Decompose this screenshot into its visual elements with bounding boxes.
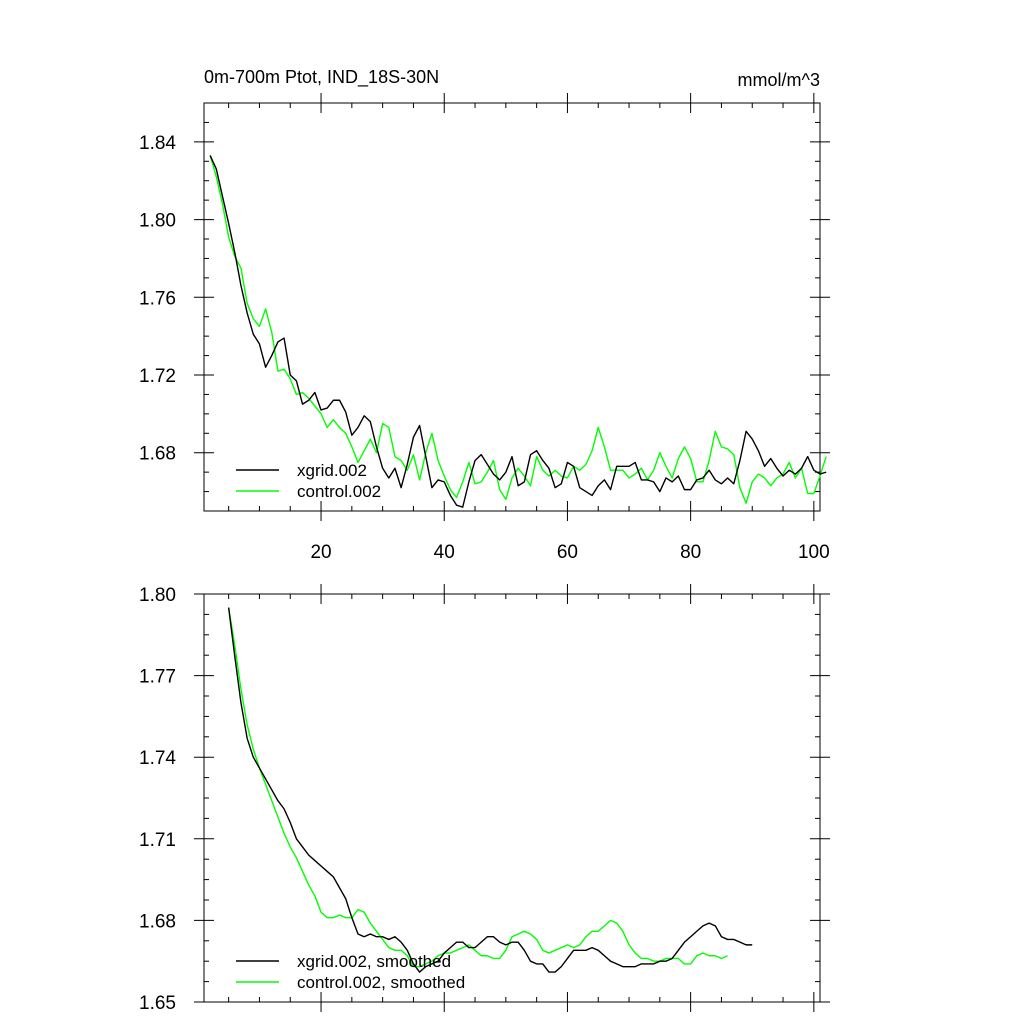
- legend-label: xgrid.002, smoothed: [297, 952, 451, 971]
- x-tick-label: 60: [557, 542, 578, 563]
- top-panel: 20 40 60 80 100 1.68 1.72 1.76 1.80 1.84 xgrid.002…: [139, 93, 830, 563]
- y-tick-label: 1.68: [139, 444, 176, 465]
- y-tick-label: 1.76: [139, 288, 176, 309]
- y-tick-label: 1.65: [139, 993, 176, 1014]
- x-tick-label: 100: [798, 542, 830, 563]
- x-tick-label: 20: [310, 542, 331, 563]
- series-line: [209, 155, 827, 504]
- legend-label: control.002: [297, 482, 381, 501]
- y-tick-label: 1.77: [139, 667, 176, 688]
- x-tick-label: 80: [680, 542, 701, 563]
- y-tick-label: 1.72: [139, 366, 176, 387]
- y-tick-label: 1.74: [139, 748, 176, 769]
- plot-frame: [203, 102, 821, 512]
- legend-label: control.002, smoothed: [297, 973, 465, 992]
- units-label: mmol/m^3: [738, 70, 820, 90]
- y-tick-label: 1.80: [139, 211, 176, 232]
- series-line: [209, 155, 827, 508]
- y-tick-label: 1.80: [139, 585, 176, 606]
- chart-title: 0m-700m Ptot, IND_18S-30N: [204, 67, 439, 88]
- plot-frame: [203, 593, 821, 1003]
- series-line: [227, 607, 753, 973]
- y-tick-label: 1.84: [139, 133, 176, 154]
- y-tick-label: 1.71: [139, 830, 176, 851]
- legend-label: xgrid.002: [297, 461, 367, 480]
- series-line: [227, 607, 728, 968]
- y-tick-label: 1.68: [139, 911, 176, 932]
- x-tick-label: 40: [434, 542, 455, 563]
- bottom-panel: 1.65 1.68 1.71 1.74 1.77 1.80 xgrid.002, smoot…: [139, 584, 830, 1014]
